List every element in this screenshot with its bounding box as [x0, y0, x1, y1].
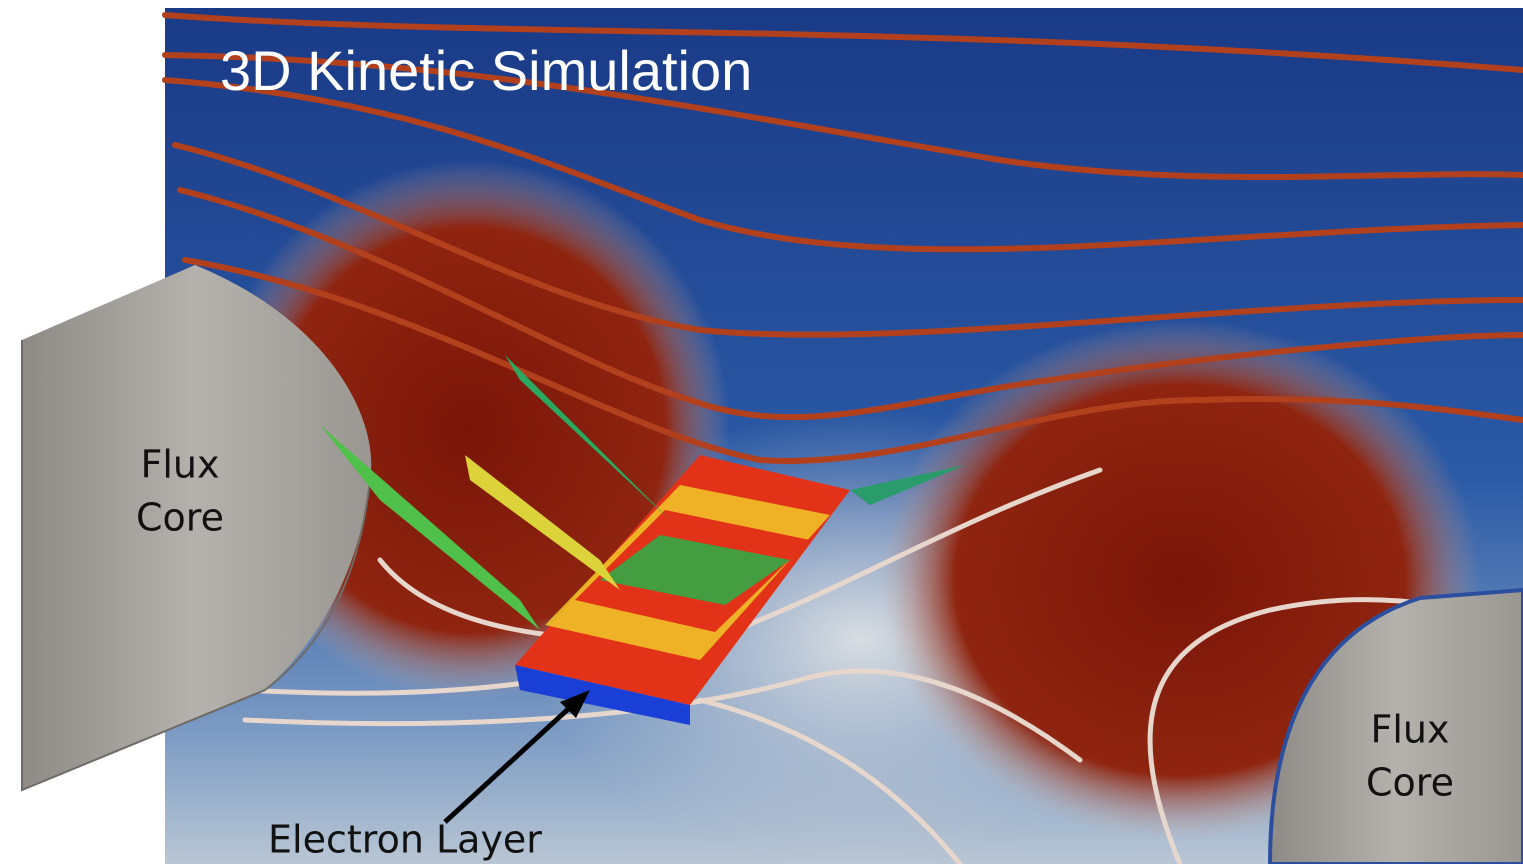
simulation-image: 3D Kinetic Simulation Flux Core Flux Cor…	[0, 0, 1523, 864]
right-core-label: Core	[1366, 761, 1454, 805]
electron-layer-label: Electron Layer	[268, 818, 542, 862]
right-core-label: Flux	[1371, 708, 1450, 752]
title: 3D Kinetic Simulation	[220, 39, 752, 102]
page: 3D Kinetic Simulation Flux Core Flux Cor…	[0, 0, 1523, 864]
left-core-label: Flux	[141, 443, 220, 487]
left-core-label: Core	[136, 496, 224, 540]
